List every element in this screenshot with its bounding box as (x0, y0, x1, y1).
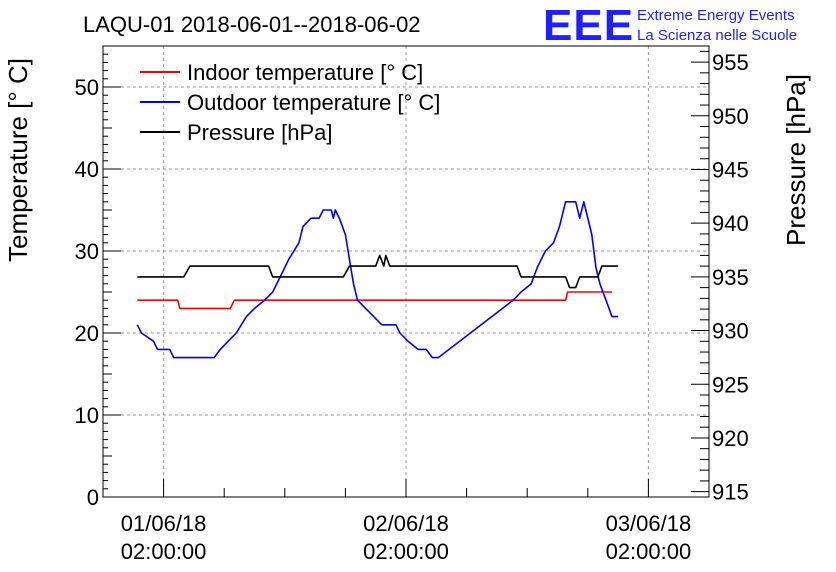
y-tick-label: 50 (75, 75, 99, 100)
y2-tick-label: 935 (712, 265, 749, 290)
series-line-3 (137, 254, 619, 289)
legend-label-1: Indoor temperature [° C] (187, 60, 423, 85)
y2-tick-label: 955 (712, 50, 749, 75)
logo-line-1: Extreme Energy Events (637, 7, 795, 24)
x-tick-label-time: 02:00:00 (363, 539, 449, 564)
legend: Indoor temperature [° C] Outdoor temperat… (140, 60, 440, 145)
series-line-1 (137, 291, 612, 310)
y-tick-label: 10 (75, 403, 99, 428)
y-tick-label: 30 (75, 239, 99, 264)
y2-tick-label: 920 (712, 426, 749, 451)
y2-tick-label: 940 (712, 211, 749, 236)
y2-tick-label: 925 (712, 372, 749, 397)
y-tick-label: 0 (87, 485, 99, 510)
eee-logo: EEE Extreme Energy Events La Scienza nel… (543, 1, 797, 50)
legend-label-2: Outdoor temperature [° C] (187, 90, 440, 115)
y2-tick-label: 950 (712, 104, 749, 129)
y2-axis-title: Pressure [hPa] (781, 74, 811, 246)
y-tick-label: 20 (75, 321, 99, 346)
y-axis-title: Temperature [° C] (3, 58, 33, 262)
series-line-2 (136, 201, 619, 359)
axes: 0 10 20 30 40 50 915 920 925 930 935 940 945 950 955 01… (75, 45, 749, 564)
x-tick-label-date: 01/06/18 (121, 511, 207, 536)
y2-tick-label: 915 (712, 480, 749, 505)
series-layer (136, 201, 619, 359)
y2-tick-label: 945 (712, 157, 749, 182)
x-tick-label-time: 02:00:00 (121, 539, 207, 564)
x-tick-label-date: 02/06/18 (363, 511, 449, 536)
x-tick-label-date: 03/06/18 (606, 511, 692, 536)
x-tick-label-time: 02:00:00 (606, 539, 692, 564)
logo-mark: EEE (543, 1, 634, 50)
y2-tick-label: 930 (712, 319, 749, 344)
legend-label-3: Pressure [hPa] (187, 120, 333, 145)
y-tick-label: 40 (75, 157, 99, 182)
grid (103, 46, 709, 497)
chart-title: LAQU-01 2018-06-01--2018-06-02 (83, 12, 421, 37)
logo-line-2: La Scienza nelle Scuole (637, 27, 797, 44)
